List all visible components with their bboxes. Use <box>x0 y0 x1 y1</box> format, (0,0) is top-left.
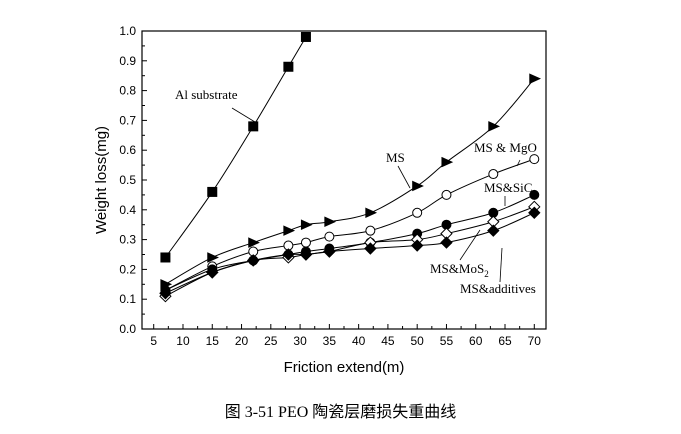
diamond-marker <box>487 224 500 237</box>
triangle-marker <box>283 225 296 236</box>
annotation-leader-line <box>516 159 521 167</box>
x-tick-label: 50 <box>411 334 425 348</box>
diamond-marker <box>528 206 541 219</box>
circle-marker <box>488 169 499 180</box>
circle-marker <box>300 237 311 248</box>
y-tick-label: 0.9 <box>119 54 136 68</box>
series-annotation: MS&MoS2 <box>430 261 489 279</box>
triangle-marker <box>488 121 501 132</box>
y-tick-label: 0.1 <box>119 292 136 306</box>
annotation-leader-line <box>499 247 503 283</box>
figure-caption: 图 3-51 PEO 陶瓷层磨损失重曲线 <box>224 404 457 421</box>
x-tick-label: 15 <box>206 334 220 348</box>
diamond-marker <box>410 239 424 252</box>
x-tick-label: 40 <box>352 334 366 348</box>
triangle-marker <box>248 237 260 248</box>
circle-marker <box>324 231 335 242</box>
x-tick-label: 60 <box>469 334 483 348</box>
circle-marker <box>412 207 423 218</box>
x-tick-label: 65 <box>498 334 512 348</box>
square-marker <box>248 121 259 132</box>
annotation-leader-line <box>231 107 256 123</box>
y-axis-label: Weight loss(mg) <box>93 126 110 234</box>
x-tick-label: 70 <box>528 334 542 348</box>
square-marker <box>207 186 218 197</box>
x-tick-label: 55 <box>440 334 454 348</box>
square-marker <box>160 252 171 263</box>
series-annotation: Al substrate <box>175 87 238 102</box>
y-tick-label: 0.6 <box>119 143 136 157</box>
diamond-marker <box>299 248 313 261</box>
diamond-marker <box>247 254 260 267</box>
square-marker <box>283 61 294 72</box>
triangle-marker <box>300 219 313 230</box>
y-tick-label: 0.2 <box>119 262 136 276</box>
circle-marker <box>529 154 540 165</box>
y-tick-label: 0.4 <box>119 203 136 217</box>
circle-marker <box>365 225 376 236</box>
x-tick-label: 30 <box>293 334 307 348</box>
diamond-marker <box>440 236 453 249</box>
x-tick-label: 5 <box>150 334 157 348</box>
x-tick-label: 10 <box>176 334 190 348</box>
y-tick-label: 0.8 <box>119 84 136 98</box>
diamond-marker <box>364 242 377 255</box>
square-marker <box>300 31 311 42</box>
y-tick-label: 0.7 <box>119 113 136 127</box>
series-annotation: MS & MgO <box>474 140 537 155</box>
triangle-marker <box>207 252 219 263</box>
series-line <box>165 78 535 285</box>
series-al-substrate <box>160 31 311 263</box>
y-tick-label: 0.3 <box>119 233 136 247</box>
triangle-marker <box>324 216 337 227</box>
triangle-marker <box>529 73 542 84</box>
triangle-marker <box>365 207 378 219</box>
x-tick-label: 20 <box>235 334 249 348</box>
x-tick-label: 25 <box>264 334 278 348</box>
series-ms-additives <box>159 206 541 300</box>
y-tick-label: 0.0 <box>119 322 136 336</box>
series-ms-sic <box>160 189 540 296</box>
x-axis-label: Friction extend(m) <box>284 359 405 376</box>
circle-marker <box>529 189 540 200</box>
triangle-marker <box>412 180 424 192</box>
annotation-leader-line <box>397 165 411 189</box>
y-tick-label: 1.0 <box>119 24 136 38</box>
diamond-marker <box>282 248 295 261</box>
x-tick-label: 35 <box>323 334 337 348</box>
diamond-marker <box>159 287 172 300</box>
series-annotation: MS&additives <box>460 281 536 296</box>
diamond-marker <box>206 266 219 279</box>
series-annotation: MS&SiC <box>484 180 532 195</box>
series-ms <box>160 73 542 290</box>
circle-marker <box>441 189 452 200</box>
diamond-marker <box>323 245 336 258</box>
series-annotation: MS <box>386 150 405 165</box>
y-tick-label: 0.5 <box>119 173 136 187</box>
annotation-leader-line <box>459 229 481 261</box>
triangle-marker <box>441 156 454 168</box>
x-tick-label: 45 <box>381 334 395 348</box>
